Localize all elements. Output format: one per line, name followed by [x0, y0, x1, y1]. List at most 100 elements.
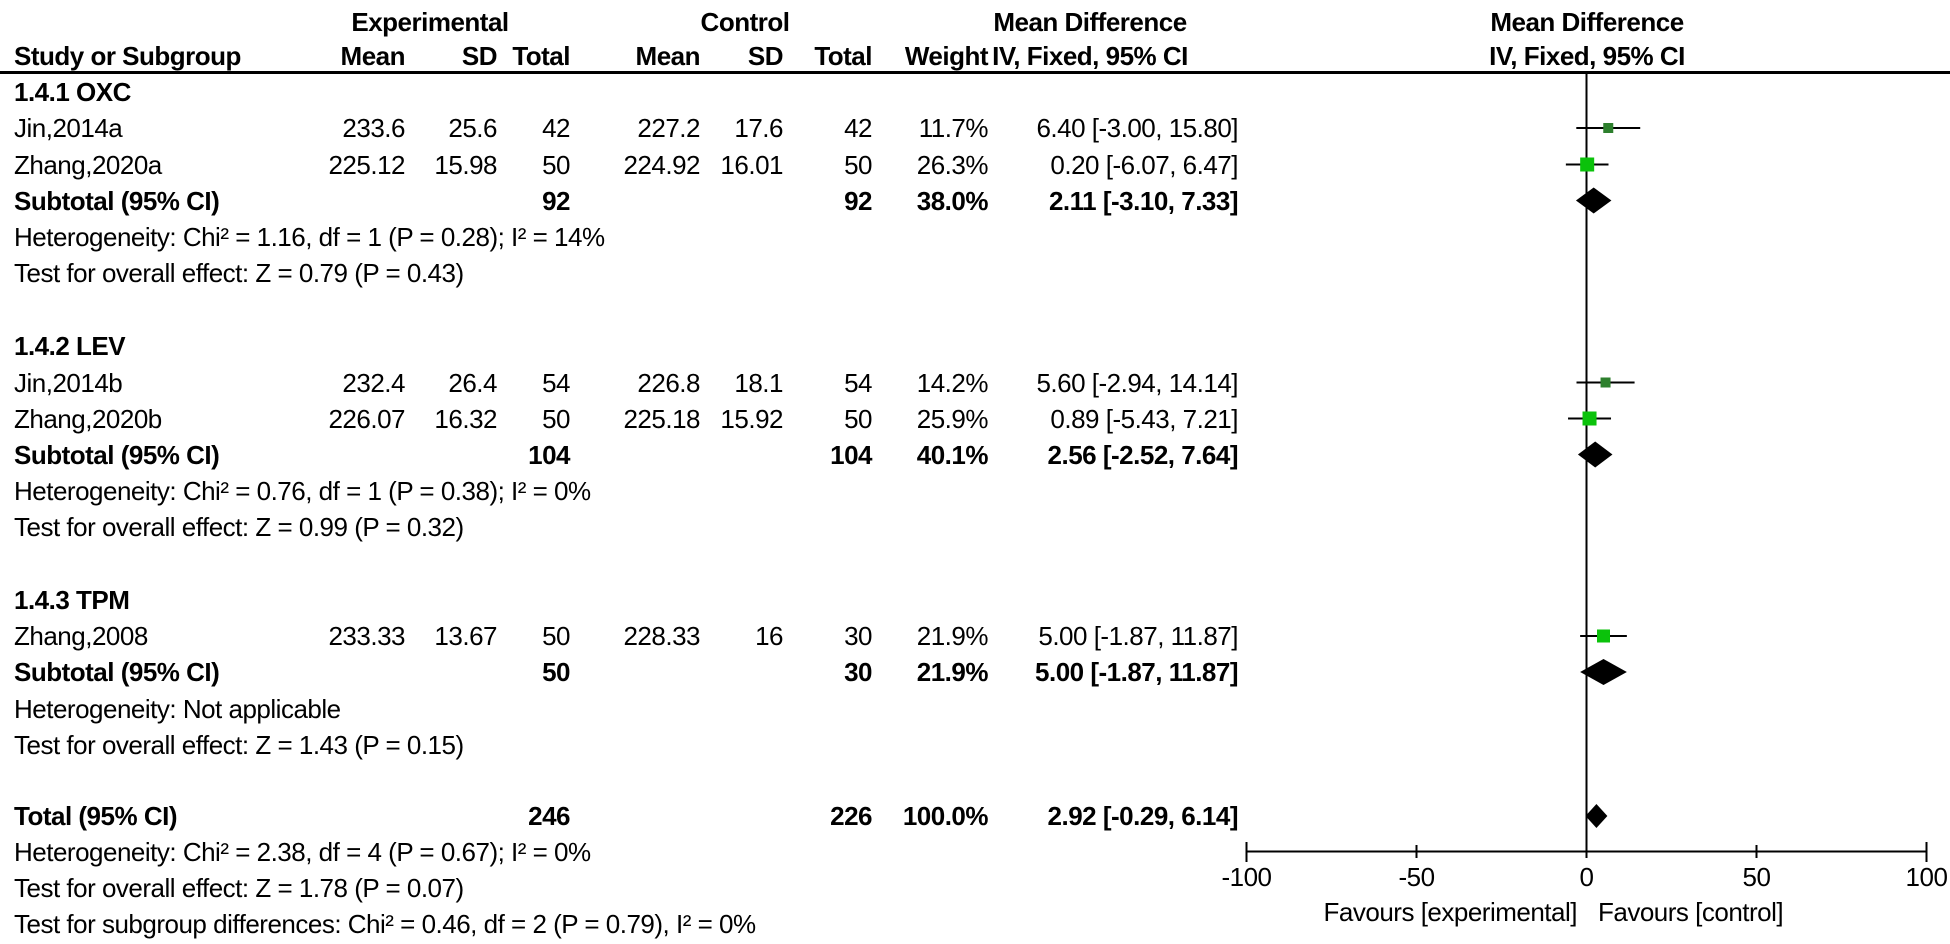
- subtotal-row: Subtotal (95% CI) 92 92 38.0% 2.11 [-3.10, 7…: [0, 186, 1950, 216]
- ci-text: 2.11 [-3.10, 7.33]: [1048, 185, 1239, 216]
- axis-tick-label: 50: [1742, 862, 1771, 892]
- subgroup-header-row: 1.4.1 OXC: [0, 77, 1950, 107]
- heterogeneity-text: Heterogeneity: Not applicable: [14, 693, 341, 724]
- ci-text: 0.20 [-6.07, 6.47]: [1050, 149, 1238, 180]
- header-control-group: Control: [700, 7, 790, 37]
- subgroup-label: 1.4.1 OXC: [14, 77, 131, 107]
- subgroup-label: 1.4.3 TPM: [14, 585, 130, 615]
- ctl-total-value: 226: [830, 801, 872, 831]
- header-rule: [0, 71, 1950, 74]
- header-ctl-total: Total: [814, 41, 872, 71]
- exp-mean-value: 225.12: [328, 149, 405, 180]
- header-exp-sd: SD: [461, 41, 498, 71]
- subtotal-label: Subtotal (95% CI): [14, 657, 220, 687]
- exp-total-value: 54: [542, 367, 570, 398]
- exp-sd-value: 16.32: [434, 403, 497, 434]
- ctl-total-value: 30: [844, 657, 872, 687]
- heterogeneity-text: Heterogeneity: Chi² = 2.38, df = 4 (P = …: [14, 837, 591, 867]
- header-mean-difference-right: Mean Difference: [1490, 7, 1684, 37]
- header-columns-row: Study or Subgroup Mean SD Total Mean SD …: [0, 41, 1950, 71]
- ci-text: 6.40 [-3.00, 15.80]: [1036, 113, 1238, 143]
- ctl-mean-value: 225.18: [623, 403, 700, 434]
- subgroup-differences-row: Test for subgroup differences: Chi² = 0.…: [0, 909, 1950, 939]
- axis-tick-label: 0: [1579, 862, 1594, 892]
- study-name: Zhang,2008: [14, 621, 148, 651]
- heterogeneity-text: Heterogeneity: Chi² = 1.16, df = 1 (P = …: [14, 222, 605, 252]
- subtotal-row: Subtotal (95% CI) 104 104 40.1% 2.56 [-2.52,…: [0, 440, 1950, 470]
- header-study-column: Study or Subgroup: [14, 41, 241, 71]
- exp-total-value: 50: [542, 621, 570, 651]
- overall-effect-text: Test for overall effect: Z = 0.79 (P = 0…: [14, 258, 464, 288]
- ci-text: 2.92 [-0.29, 6.14]: [1047, 801, 1239, 831]
- ci-text: 5.00 [-1.87, 11.87]: [1038, 621, 1238, 651]
- exp-mean-value: 233.6: [342, 113, 405, 143]
- ctl-sd-value: 15.92: [720, 403, 783, 434]
- subgroup-label: 1.4.2 LEV: [14, 331, 126, 361]
- total-label: Total (95% CI): [14, 801, 177, 831]
- ctl-sd-value: 17.6: [734, 113, 783, 143]
- subgroup-header-row: 1.4.2 LEV: [0, 331, 1950, 361]
- overall-effect-text: Test for overall effect: Z = 1.78 (P = 0…: [14, 873, 464, 903]
- exp-total-value: 42: [542, 113, 570, 143]
- study-row: Zhang,2020a 225.12 15.98 50 224.92 16.01 50 26.…: [0, 150, 1950, 180]
- ctl-mean-value: 227.2: [637, 113, 700, 143]
- exp-sd-value: 13.67: [434, 621, 497, 651]
- axis-tick-label: 100: [1905, 862, 1948, 892]
- ci-text: 5.60 [-2.94, 14.14]: [1036, 367, 1238, 398]
- heterogeneity-row: Heterogeneity: Not applicable: [0, 694, 1950, 724]
- axis-tick-label: -100: [1221, 862, 1272, 892]
- ctl-sd-value: 18.1: [734, 367, 783, 398]
- ctl-total-value: 54: [844, 367, 872, 398]
- total-row: Total (95% CI) 246 226 100.0% 2.92 [-0.29, 6…: [0, 801, 1950, 831]
- study-row: Zhang,2020b 226.07 16.32 50 225.18 15.92 50 25.…: [0, 404, 1950, 434]
- header-experimental-group: Experimental: [351, 7, 509, 37]
- exp-mean-value: 226.07: [328, 403, 405, 434]
- study-row: Jin,2014a 233.6 25.6 42 227.2 17.6 42 11.7% 6.40…: [0, 113, 1950, 143]
- header-exp-mean: Mean: [340, 41, 406, 71]
- overall-effect-row: Test for overall effect: Z = 0.79 (P = 0…: [0, 258, 1950, 288]
- overall-effect-text: Test for overall effect: Z = 0.99 (P = 0…: [14, 512, 464, 542]
- exp-sd-value: 25.6: [448, 113, 497, 143]
- ctl-mean-value: 224.92: [623, 149, 700, 180]
- weight-value: 11.7%: [918, 113, 989, 143]
- heterogeneity-row: Heterogeneity: Chi² = 0.76, df = 1 (P = …: [0, 476, 1950, 506]
- ctl-total-value: 92: [844, 185, 872, 216]
- weight-value: 40.1%: [916, 439, 989, 470]
- exp-total-value: 50: [542, 403, 570, 434]
- subgroup-differences-text: Test for subgroup differences: Chi² = 0.…: [14, 909, 756, 939]
- header-exp-total: Total: [512, 41, 570, 71]
- overall-effect-text: Test for overall effect: Z = 1.43 (P = 0…: [14, 729, 464, 760]
- weight-value: 14.2%: [916, 367, 989, 398]
- study-row: Jin,2014b 232.4 26.4 54 226.8 18.1 54 14.2% 5.60…: [0, 368, 1950, 398]
- subtotal-label: Subtotal (95% CI): [14, 439, 220, 470]
- ctl-total-value: 30: [844, 621, 872, 651]
- exp-total-value: 50: [542, 657, 570, 687]
- header-group-row: Experimental Control Mean Difference Mea…: [0, 7, 1950, 37]
- ctl-total-value: 104: [830, 439, 872, 470]
- ctl-sd-value: 16.01: [720, 149, 783, 180]
- exp-sd-value: 26.4: [448, 367, 497, 398]
- heterogeneity-row: Heterogeneity: Chi² = 1.16, df = 1 (P = …: [0, 222, 1950, 252]
- ci-text: 0.89 [-5.43, 7.21]: [1050, 403, 1238, 434]
- exp-total-value: 92: [542, 185, 570, 216]
- subtotal-row: Subtotal (95% CI) 50 30 21.9% 5.00 [-1.87, 1…: [0, 657, 1950, 687]
- subgroup-header-row: 1.4.3 TPM: [0, 585, 1950, 615]
- ci-text: 2.56 [-2.52, 7.64]: [1047, 439, 1239, 470]
- header-method-left: IV, Fixed, 95% CI: [992, 41, 1188, 71]
- exp-total-value: 246: [528, 801, 570, 831]
- favours-left-label: Favours [experimental]: [1323, 897, 1578, 927]
- ctl-sd-value: 16: [755, 621, 783, 651]
- study-name: Zhang,2020b: [14, 403, 162, 434]
- study-row: Zhang,2008 233.33 13.67 50 228.33 16 30 21.9% 5.…: [0, 621, 1950, 651]
- weight-value: 26.3%: [916, 149, 989, 180]
- weight-value: 100.0%: [902, 801, 989, 831]
- study-name: Zhang,2020a: [14, 149, 162, 180]
- header-mean-difference-left: Mean Difference: [993, 7, 1187, 37]
- ctl-total-value: 50: [844, 403, 872, 434]
- exp-mean-value: 232.4: [342, 367, 405, 398]
- weight-value: 21.9%: [916, 621, 989, 651]
- ci-text: 5.00 [-1.87, 11.87]: [1035, 657, 1238, 687]
- study-name: Jin,2014a: [14, 113, 123, 143]
- exp-sd-value: 15.98: [434, 149, 497, 180]
